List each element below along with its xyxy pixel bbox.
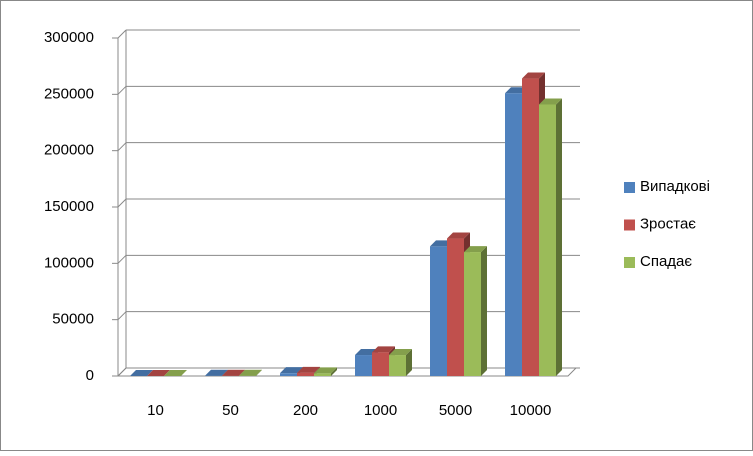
legend-swatch (624, 182, 635, 193)
y-tick-label: 200000 (44, 142, 94, 159)
y-tick-label: 300000 (44, 29, 94, 46)
bar (297, 373, 314, 376)
y-tick-label: 150000 (44, 198, 94, 215)
bar (372, 352, 389, 376)
bar (464, 252, 481, 376)
x-tick-label: 10000 (510, 402, 552, 419)
y-tick-label: 50000 (52, 311, 94, 328)
bar (355, 355, 372, 376)
bar (447, 239, 464, 376)
x-tick-label: 1000 (364, 402, 397, 419)
y-tick-label: 100000 (44, 254, 94, 271)
bar (389, 355, 406, 376)
bar-side (556, 98, 562, 376)
bar (280, 373, 297, 376)
x-tick-label: 5000 (439, 402, 472, 419)
legend-swatch (624, 220, 635, 231)
legend-label: Спадає (640, 253, 692, 270)
x-tick-label: 200 (293, 402, 318, 419)
x-tick-label: 50 (222, 402, 239, 419)
bar (314, 373, 331, 376)
bar (539, 104, 556, 376)
y-tick-label: 0 (86, 367, 94, 384)
legend-label: Випадкові (640, 178, 710, 195)
legend-swatch (624, 257, 635, 268)
x-tick-label: 10 (147, 402, 164, 419)
y-tick-label: 250000 (44, 85, 94, 102)
bar (505, 93, 522, 376)
legend-label: Зростає (640, 215, 696, 232)
bar (430, 246, 447, 376)
bar-side (481, 246, 487, 376)
bar (522, 79, 539, 376)
